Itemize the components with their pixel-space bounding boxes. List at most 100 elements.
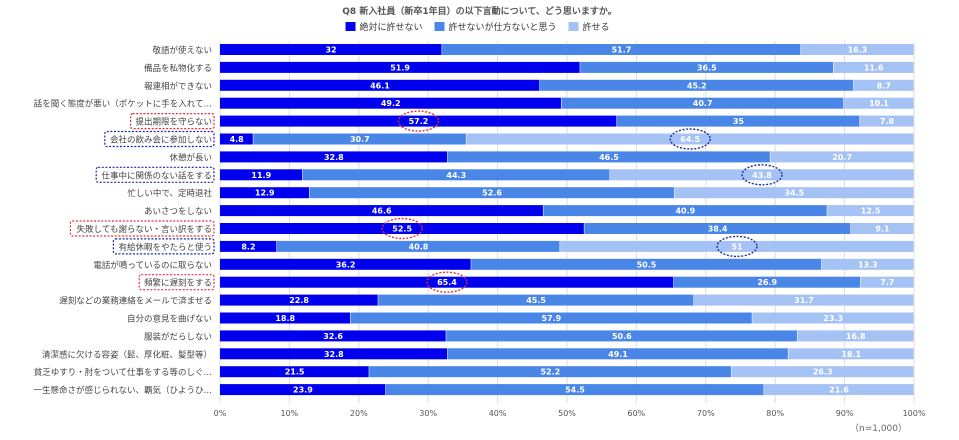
bar-segment	[220, 205, 543, 217]
category-highlight-box	[138, 274, 215, 291]
data-label: 11.6	[864, 63, 884, 72]
x-tick-label: 70%	[697, 409, 715, 418]
bar-segment	[561, 97, 844, 109]
data-label: 51.7	[612, 46, 632, 55]
bar-segment	[764, 384, 914, 396]
category-label: 仕事中に関係のない話をする	[101, 170, 212, 181]
x-tick-label: 20%	[350, 409, 368, 418]
data-label: 45.5	[526, 296, 546, 305]
category-label: あいさつをしない	[144, 207, 212, 217]
bar-segment	[859, 115, 914, 127]
data-label: 30.7	[350, 135, 370, 144]
bar-segment	[584, 223, 851, 234]
bar-segment	[220, 276, 674, 288]
data-label: 36.5	[697, 63, 717, 72]
category-label: 失敗しても謝らない・言い訳をする	[77, 224, 212, 235]
category-label: 頻繁に遅刻をする	[144, 278, 212, 289]
x-tick-label: 50%	[558, 409, 576, 418]
category-highlight-box	[69, 220, 215, 237]
bar-segment	[220, 330, 446, 342]
data-label: 12.9	[255, 189, 275, 198]
category-label: 服装がだらしない	[144, 331, 212, 342]
data-label: 22.8	[289, 296, 309, 305]
data-label: 21.5	[285, 368, 305, 377]
data-label: 16.3	[848, 46, 868, 55]
x-tick-label: 40%	[489, 409, 507, 418]
data-label: 26.9	[757, 278, 777, 287]
value-highlight-ellipse	[397, 110, 440, 132]
bar-segment	[302, 169, 610, 181]
bar-segment	[220, 169, 303, 181]
data-label: 7.7	[880, 278, 894, 287]
data-label: 52.2	[540, 368, 560, 377]
data-label: 52.5	[392, 225, 412, 234]
bar-segment	[560, 240, 914, 252]
data-label: 45.2	[687, 81, 707, 90]
category-label: 話を聞く態度が悪い（ポケットに手を入れて…	[34, 99, 212, 110]
data-label: 32.8	[324, 153, 344, 162]
data-label: 50.5	[637, 260, 657, 269]
data-label: 46.1	[370, 81, 390, 90]
bar-segment	[220, 61, 580, 73]
legend-label-3: 許せる	[583, 21, 610, 33]
data-label: 51	[731, 242, 743, 251]
category-label: 敬語が使えない	[152, 45, 212, 56]
bar-segment	[770, 151, 914, 163]
bar-segment	[220, 44, 442, 55]
data-label: 46.6	[372, 207, 392, 216]
data-label: 52.6	[482, 189, 502, 198]
bar-segment	[220, 312, 350, 324]
x-tick-label: 60%	[628, 409, 646, 418]
bar-segment	[220, 151, 448, 163]
data-label: 20.7	[832, 153, 852, 162]
data-label: 16.8	[846, 332, 866, 341]
data-label: 7.8	[880, 117, 895, 126]
data-label: 32	[325, 46, 336, 55]
data-label: 36.2	[336, 260, 356, 269]
bar-segment	[309, 187, 675, 199]
legend-label-1: 絶対に許せない	[360, 21, 423, 33]
bar-segment	[276, 240, 560, 252]
bar-segment	[694, 294, 914, 306]
bar-segment	[220, 384, 386, 396]
bar-segment	[860, 276, 914, 288]
data-label: 8.7	[877, 81, 891, 90]
category-label: 会社の飲み会に参加しない	[110, 135, 212, 146]
bar-segment	[220, 366, 369, 378]
x-tick-label: 10%	[281, 409, 299, 418]
data-label: 32.8	[324, 350, 344, 359]
bar-segment	[797, 330, 914, 342]
category-label: 忙しい中で、定時退社	[127, 188, 212, 199]
category-label: 一生懸命さが感じられない、覇気（ひようひ…	[33, 385, 212, 396]
bar-segment	[466, 133, 914, 145]
legend-swatch-1	[345, 22, 356, 31]
x-tick-label: 30%	[419, 409, 437, 418]
bar-segment	[674, 187, 914, 199]
data-label: 23.3	[823, 314, 843, 323]
data-label: 57.9	[542, 314, 562, 323]
data-label: 49.1	[608, 350, 628, 359]
bar-segment	[220, 97, 561, 109]
data-label: 9.1	[875, 225, 890, 234]
bar-segment	[788, 348, 914, 360]
category-label: 遅刻などの業務連絡をメールで済ませる	[59, 296, 212, 307]
x-tick-label: 100%	[903, 409, 926, 418]
bar-segment	[369, 366, 731, 378]
bar-segment	[447, 151, 770, 163]
bar-segment	[610, 169, 914, 181]
bar-segment	[580, 61, 833, 73]
x-tick-label: 90%	[836, 409, 854, 418]
value-highlight-ellipse	[426, 271, 468, 293]
bar-segment	[673, 276, 861, 288]
category-label: 有給休暇をやたらと使う	[118, 242, 212, 253]
category-label: 休憩が長い	[169, 152, 212, 163]
data-label: 13.3	[858, 260, 878, 269]
x-tick-label: 80%	[766, 409, 784, 418]
bar-segment	[220, 240, 277, 252]
data-label: 44.3	[446, 171, 466, 180]
legend-swatch-3	[568, 22, 579, 31]
data-label: 64.5	[680, 135, 700, 144]
category-highlight-box	[104, 130, 215, 148]
data-label: 51.9	[390, 63, 410, 72]
data-label: 4.8	[230, 135, 245, 144]
